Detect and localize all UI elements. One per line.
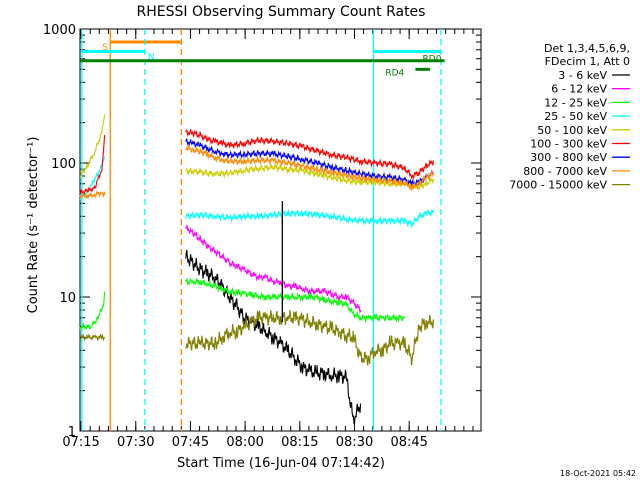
x-tick-label: 07:15 [62, 435, 99, 450]
state-label: RD0 [423, 55, 442, 65]
legend-header: FDecim 1, Att 0 [545, 55, 630, 68]
legend-entry-label: 12 - 25 keV [544, 96, 607, 109]
early-series-line [79, 333, 106, 342]
marker-label: N [148, 52, 155, 62]
x-axis-ticks: 07:15 07:30 07:45 08:00 08:15 08:30 08:45 [62, 29, 474, 450]
y-tick-label: 1000 [43, 23, 76, 38]
plot-border [79, 28, 482, 432]
legend-entry-label: 100 - 300 keV [530, 138, 607, 151]
series-line [185, 249, 362, 425]
y-axis-ticks: 1 10 100 1000 [43, 23, 481, 440]
early-series-line [79, 291, 106, 332]
early-series-line [79, 114, 106, 179]
y-tick-label: 10 [59, 291, 76, 306]
legend-entry-label: 25 - 50 keV [544, 110, 607, 123]
y-tick-label: 100 [51, 157, 76, 172]
x-tick-label: 08:45 [390, 435, 427, 450]
series-line [185, 209, 435, 229]
y-tick-label: 1 [68, 425, 76, 440]
legend-header: Det 1,3,4,5,6,9, [544, 42, 630, 55]
legend: Det 1,3,4,5,6,9,FDecim 1, Att 03 - 6 keV… [509, 42, 630, 192]
series-line [185, 277, 405, 324]
series-line [185, 162, 434, 191]
x-axis-label: Start Time (16-Jun-04 07:14:42) [177, 456, 385, 471]
y-axis-label: Count Rate (s⁻¹ detector⁻¹) [26, 137, 41, 314]
chart-title: RHESSI Observing Summary Count Rates [137, 4, 426, 20]
x-tick-label: 08:15 [281, 435, 318, 450]
series-lines [79, 114, 435, 425]
legend-entry-label: 300 - 800 keV [530, 151, 607, 164]
series-line [185, 224, 362, 314]
legend-entry-label: 50 - 100 keV [537, 124, 607, 137]
timestamp: 18-Oct-2021 05:42 [560, 469, 636, 478]
series-line [185, 309, 435, 366]
plot-frame [79, 28, 482, 432]
state-label: RD4 [385, 68, 404, 78]
legend-entry-label: 3 - 6 keV [558, 69, 607, 82]
legend-entry-label: 6 - 12 keV [551, 83, 607, 96]
x-tick-label: 07:45 [172, 435, 209, 450]
series-line [185, 144, 435, 192]
x-tick-label: 07:30 [117, 435, 154, 450]
time-markers: S N RD0 RD4 [80, 29, 445, 431]
series-line [185, 137, 435, 189]
legend-entry-label: 800 - 7000 keV [523, 165, 607, 178]
legend-entry-label: 7000 - 15000 keV [509, 179, 607, 192]
x-tick-label: 08:30 [336, 435, 373, 450]
series-line [185, 128, 434, 180]
marker-label: S [102, 43, 108, 53]
early-series-line [79, 134, 106, 196]
early-series-line [79, 190, 106, 200]
x-tick-label: 08:00 [226, 435, 263, 450]
